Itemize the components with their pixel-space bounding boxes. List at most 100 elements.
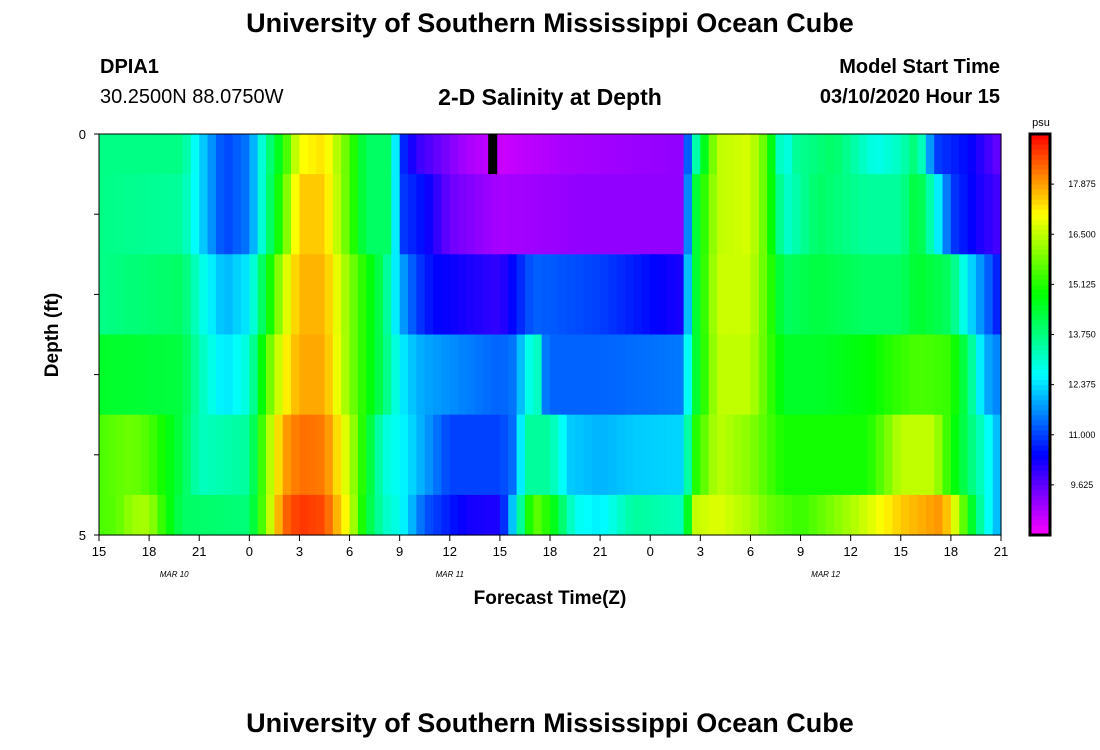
heatmap-cell xyxy=(382,174,392,255)
heatmap-cell xyxy=(633,494,643,536)
heatmap-cell xyxy=(975,494,985,536)
colorbar-swatch xyxy=(1030,249,1050,255)
heatmap-cell xyxy=(165,334,175,416)
heatmap-cell xyxy=(675,414,685,496)
heatmap-cell xyxy=(750,494,760,536)
heatmap-cell xyxy=(491,414,501,496)
heatmap-cell xyxy=(700,254,710,336)
heatmap-cell xyxy=(558,174,568,255)
heatmap-cell xyxy=(140,254,150,336)
heatmap-cell xyxy=(650,414,660,496)
heatmap-cell xyxy=(399,254,409,336)
colorbar-swatch xyxy=(1030,334,1050,341)
heatmap-cell xyxy=(850,254,860,336)
heatmap-cell xyxy=(115,334,125,416)
heatmap-cell xyxy=(499,134,509,175)
heatmap-cell xyxy=(825,134,835,175)
heatmap-cell xyxy=(157,254,167,336)
heatmap-cell xyxy=(884,174,894,255)
heatmap-cell xyxy=(249,334,259,416)
model-start-label: Model Start Time xyxy=(839,56,1000,78)
heatmap-cell xyxy=(391,174,401,255)
heatmap-cell xyxy=(633,254,643,336)
heatmap-cell xyxy=(533,174,543,255)
heatmap-cell xyxy=(282,334,292,416)
heatmap-cell xyxy=(742,334,752,416)
x-tick-label: 18 xyxy=(944,544,958,559)
colorbar-swatch xyxy=(1030,519,1050,526)
heatmap-cell xyxy=(266,414,275,496)
heatmap-cell xyxy=(825,254,835,336)
colorbar-swatch xyxy=(1030,154,1050,160)
heatmap-cell xyxy=(224,254,234,336)
heatmap-cell xyxy=(825,334,835,416)
heatmap-cell xyxy=(600,334,610,416)
heatmap-cell xyxy=(99,414,108,496)
heatmap-cell xyxy=(909,414,919,496)
heatmap-cell xyxy=(491,254,501,336)
heatmap-cell xyxy=(257,494,267,536)
heatmap-cell xyxy=(508,174,518,255)
heatmap-cell xyxy=(900,174,910,255)
heatmap-cell xyxy=(758,254,768,336)
heatmap-cell xyxy=(975,254,985,336)
heatmap-cell xyxy=(257,414,267,496)
colorbar-swatch xyxy=(1030,369,1050,376)
heatmap-cell xyxy=(140,174,150,255)
colorbar-swatch xyxy=(1030,149,1050,155)
heatmap-cell xyxy=(934,134,944,175)
heatmap-cell xyxy=(524,254,534,336)
heatmap-cell xyxy=(934,334,944,416)
heatmap-cell xyxy=(441,254,451,336)
heatmap-cell xyxy=(842,494,852,536)
heatmap-cell xyxy=(850,134,860,175)
heatmap-cell xyxy=(449,134,459,175)
heatmap-cell xyxy=(884,494,894,536)
heatmap-cell xyxy=(366,174,376,255)
heatmap-cell xyxy=(374,134,384,175)
heatmap-cell xyxy=(942,414,952,496)
heatmap-cell xyxy=(700,174,710,255)
heatmap-cell xyxy=(591,254,601,336)
station-id: DPIA1 xyxy=(100,56,159,78)
heatmap-cell xyxy=(575,134,585,175)
heatmap-cell xyxy=(474,254,484,336)
heatmap-cell xyxy=(274,254,284,336)
heatmap-cell xyxy=(483,134,493,175)
heatmap-cell xyxy=(441,494,451,536)
heatmap-cell xyxy=(224,334,234,416)
heatmap-cell xyxy=(533,134,543,175)
heatmap-cell xyxy=(399,174,409,255)
heatmap-cell xyxy=(349,334,359,416)
heatmap-cell xyxy=(424,334,434,416)
heatmap-cell xyxy=(625,414,635,496)
heatmap-cell xyxy=(641,134,651,175)
heatmap-cell xyxy=(441,134,451,175)
heatmap-cell xyxy=(524,174,534,255)
heatmap-cell xyxy=(608,174,618,255)
heatmap-cell xyxy=(575,174,585,255)
heatmap-cell xyxy=(524,494,534,536)
heatmap-cell xyxy=(967,134,977,175)
colorbar-swatch xyxy=(1030,429,1050,436)
heatmap-cell xyxy=(357,134,367,175)
heatmap-cell xyxy=(266,334,275,416)
heatmap-cell xyxy=(140,494,150,536)
heatmap-cell xyxy=(274,334,284,416)
heatmap-cell xyxy=(800,494,810,536)
heatmap-cell xyxy=(282,134,292,175)
heatmap-cell xyxy=(516,134,526,175)
heatmap-cell xyxy=(934,254,944,336)
heatmap-cell xyxy=(408,174,417,255)
heatmap-cell xyxy=(683,494,693,536)
heatmap-cell xyxy=(199,414,209,496)
heatmap-cell xyxy=(357,334,367,416)
heatmap-cell xyxy=(591,334,601,416)
heatmap-cell xyxy=(165,414,175,496)
colorbar-swatch xyxy=(1030,189,1050,195)
heatmap-cell xyxy=(182,494,192,536)
heatmap-cell xyxy=(458,414,468,496)
heatmap-cell xyxy=(842,134,852,175)
heatmap-cell xyxy=(691,254,701,336)
heatmap-cell xyxy=(725,414,735,496)
